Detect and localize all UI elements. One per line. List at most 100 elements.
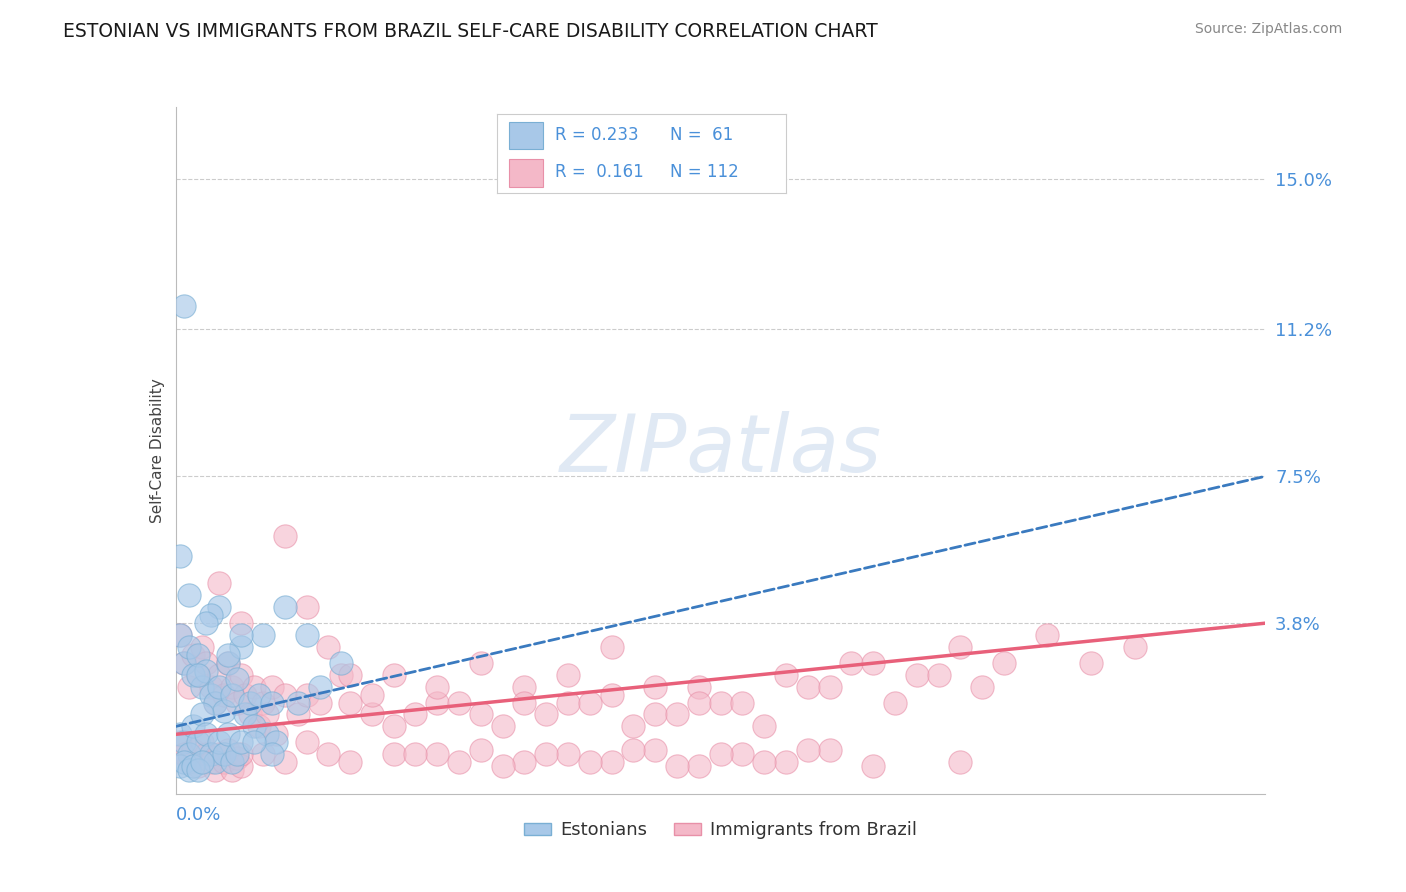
Point: [212, 704, 235, 718]
Point: [905, 667, 928, 681]
Point: [330, 656, 353, 670]
Point: [557, 667, 579, 681]
Point: [274, 600, 297, 615]
Point: [841, 656, 863, 670]
Point: [191, 735, 214, 749]
Point: [235, 688, 257, 702]
Point: [173, 747, 195, 761]
Point: [534, 707, 557, 722]
Point: [252, 747, 274, 761]
Point: [688, 680, 710, 694]
Point: [204, 696, 226, 710]
Point: [644, 680, 666, 694]
Point: [231, 628, 253, 642]
Point: [231, 759, 253, 773]
Point: [221, 680, 243, 694]
Point: [260, 747, 283, 761]
Point: [360, 688, 382, 702]
Point: [862, 759, 884, 773]
Point: [169, 759, 191, 773]
Point: [169, 735, 191, 749]
Point: [534, 747, 557, 761]
Point: [600, 688, 623, 702]
Point: [557, 696, 579, 710]
Point: [295, 628, 318, 642]
Point: [287, 696, 309, 710]
Point: [235, 707, 257, 722]
Point: [177, 588, 200, 602]
Point: [195, 747, 218, 761]
Point: [775, 755, 797, 769]
Point: [644, 743, 666, 757]
Point: [186, 763, 209, 777]
Point: [181, 667, 204, 681]
Point: [217, 743, 239, 757]
Point: [447, 755, 470, 769]
Point: [884, 696, 907, 710]
Point: [231, 667, 253, 681]
Point: [644, 707, 666, 722]
Point: [264, 735, 287, 749]
Point: [200, 747, 222, 761]
Point: [177, 763, 200, 777]
Point: [221, 763, 243, 777]
Text: ESTONIAN VS IMMIGRANTS FROM BRAZIL SELF-CARE DISABILITY CORRELATION CHART: ESTONIAN VS IMMIGRANTS FROM BRAZIL SELF-…: [63, 22, 877, 41]
Point: [169, 628, 191, 642]
Point: [208, 600, 231, 615]
Point: [993, 656, 1015, 670]
Point: [295, 600, 318, 615]
Point: [308, 680, 330, 694]
Point: [195, 616, 218, 631]
Point: [186, 667, 209, 681]
Point: [287, 707, 309, 722]
Point: [666, 759, 689, 773]
Point: [221, 688, 243, 702]
Point: [173, 299, 195, 313]
Point: [231, 735, 253, 749]
Point: [200, 755, 222, 769]
Point: [217, 656, 239, 670]
Point: [426, 696, 449, 710]
Point: [339, 667, 361, 681]
Point: [252, 628, 274, 642]
Text: Source: ZipAtlas.com: Source: ZipAtlas.com: [1195, 22, 1343, 37]
Point: [382, 719, 405, 733]
Point: [239, 707, 262, 722]
Point: [796, 743, 818, 757]
Point: [579, 696, 602, 710]
Point: [426, 680, 449, 694]
Point: [600, 755, 623, 769]
Legend: Estonians, Immigrants from Brazil: Estonians, Immigrants from Brazil: [516, 814, 925, 847]
Point: [243, 735, 266, 749]
Point: [169, 549, 191, 563]
Point: [260, 696, 283, 710]
Point: [949, 755, 972, 769]
Point: [239, 696, 262, 710]
Point: [173, 656, 195, 670]
Point: [447, 696, 470, 710]
Point: [195, 664, 218, 678]
Point: [208, 747, 231, 761]
Point: [1080, 656, 1102, 670]
Point: [243, 680, 266, 694]
Point: [212, 688, 235, 702]
Point: [754, 755, 776, 769]
Point: [295, 735, 318, 749]
Point: [186, 735, 209, 749]
Point: [177, 747, 200, 761]
Point: [308, 696, 330, 710]
Point: [579, 755, 602, 769]
Point: [264, 727, 287, 741]
Point: [339, 696, 361, 710]
Point: [949, 640, 972, 654]
Point: [204, 696, 226, 710]
Point: [688, 696, 710, 710]
Point: [330, 667, 353, 681]
Point: [621, 719, 644, 733]
Point: [928, 667, 950, 681]
Point: [318, 747, 340, 761]
Point: [186, 667, 209, 681]
Text: ZIPatlas: ZIPatlas: [560, 411, 882, 490]
Point: [274, 755, 297, 769]
Point: [208, 667, 231, 681]
